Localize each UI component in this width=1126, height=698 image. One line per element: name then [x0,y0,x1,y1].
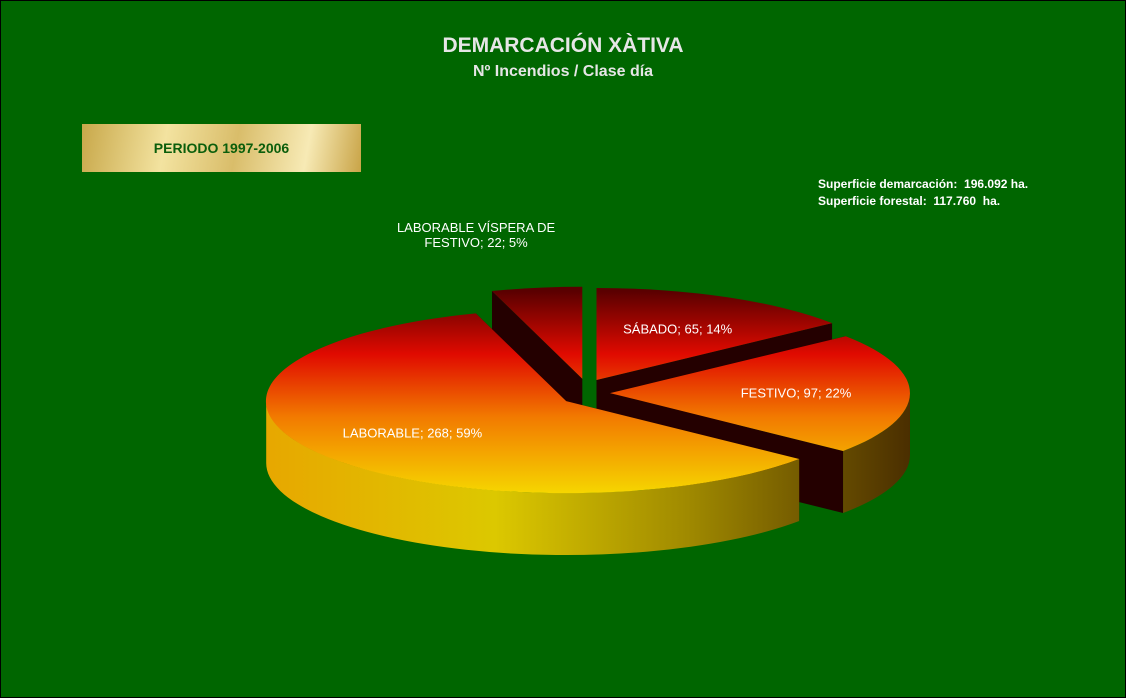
period-badge: PERIODO 1997-2006 [82,124,361,172]
annotation: Superficie demarcación: 196.092 ha. [818,177,1029,191]
slice [492,286,583,379]
slice-side [843,393,910,513]
slice [596,288,833,380]
data-label: SÁBADO; 65; 14% [623,321,733,337]
data-label: LABORABLE; 268; 59% [342,425,483,441]
annotation: Superficie forestal: 117.760 ha. [818,194,1001,208]
slice [265,313,800,494]
data-label: LABORABLE VÍSPERA DE FESTIVO; 22; 5% [396,219,556,250]
slice-side [266,401,800,556]
data-label: FESTIVO; 97; 22% [740,385,852,401]
chart-subtitle: Nº Incendios / Clase día [472,63,654,80]
chart-title: DEMARCACIÓN XÀTIVA [442,34,684,57]
slice [610,336,910,451]
